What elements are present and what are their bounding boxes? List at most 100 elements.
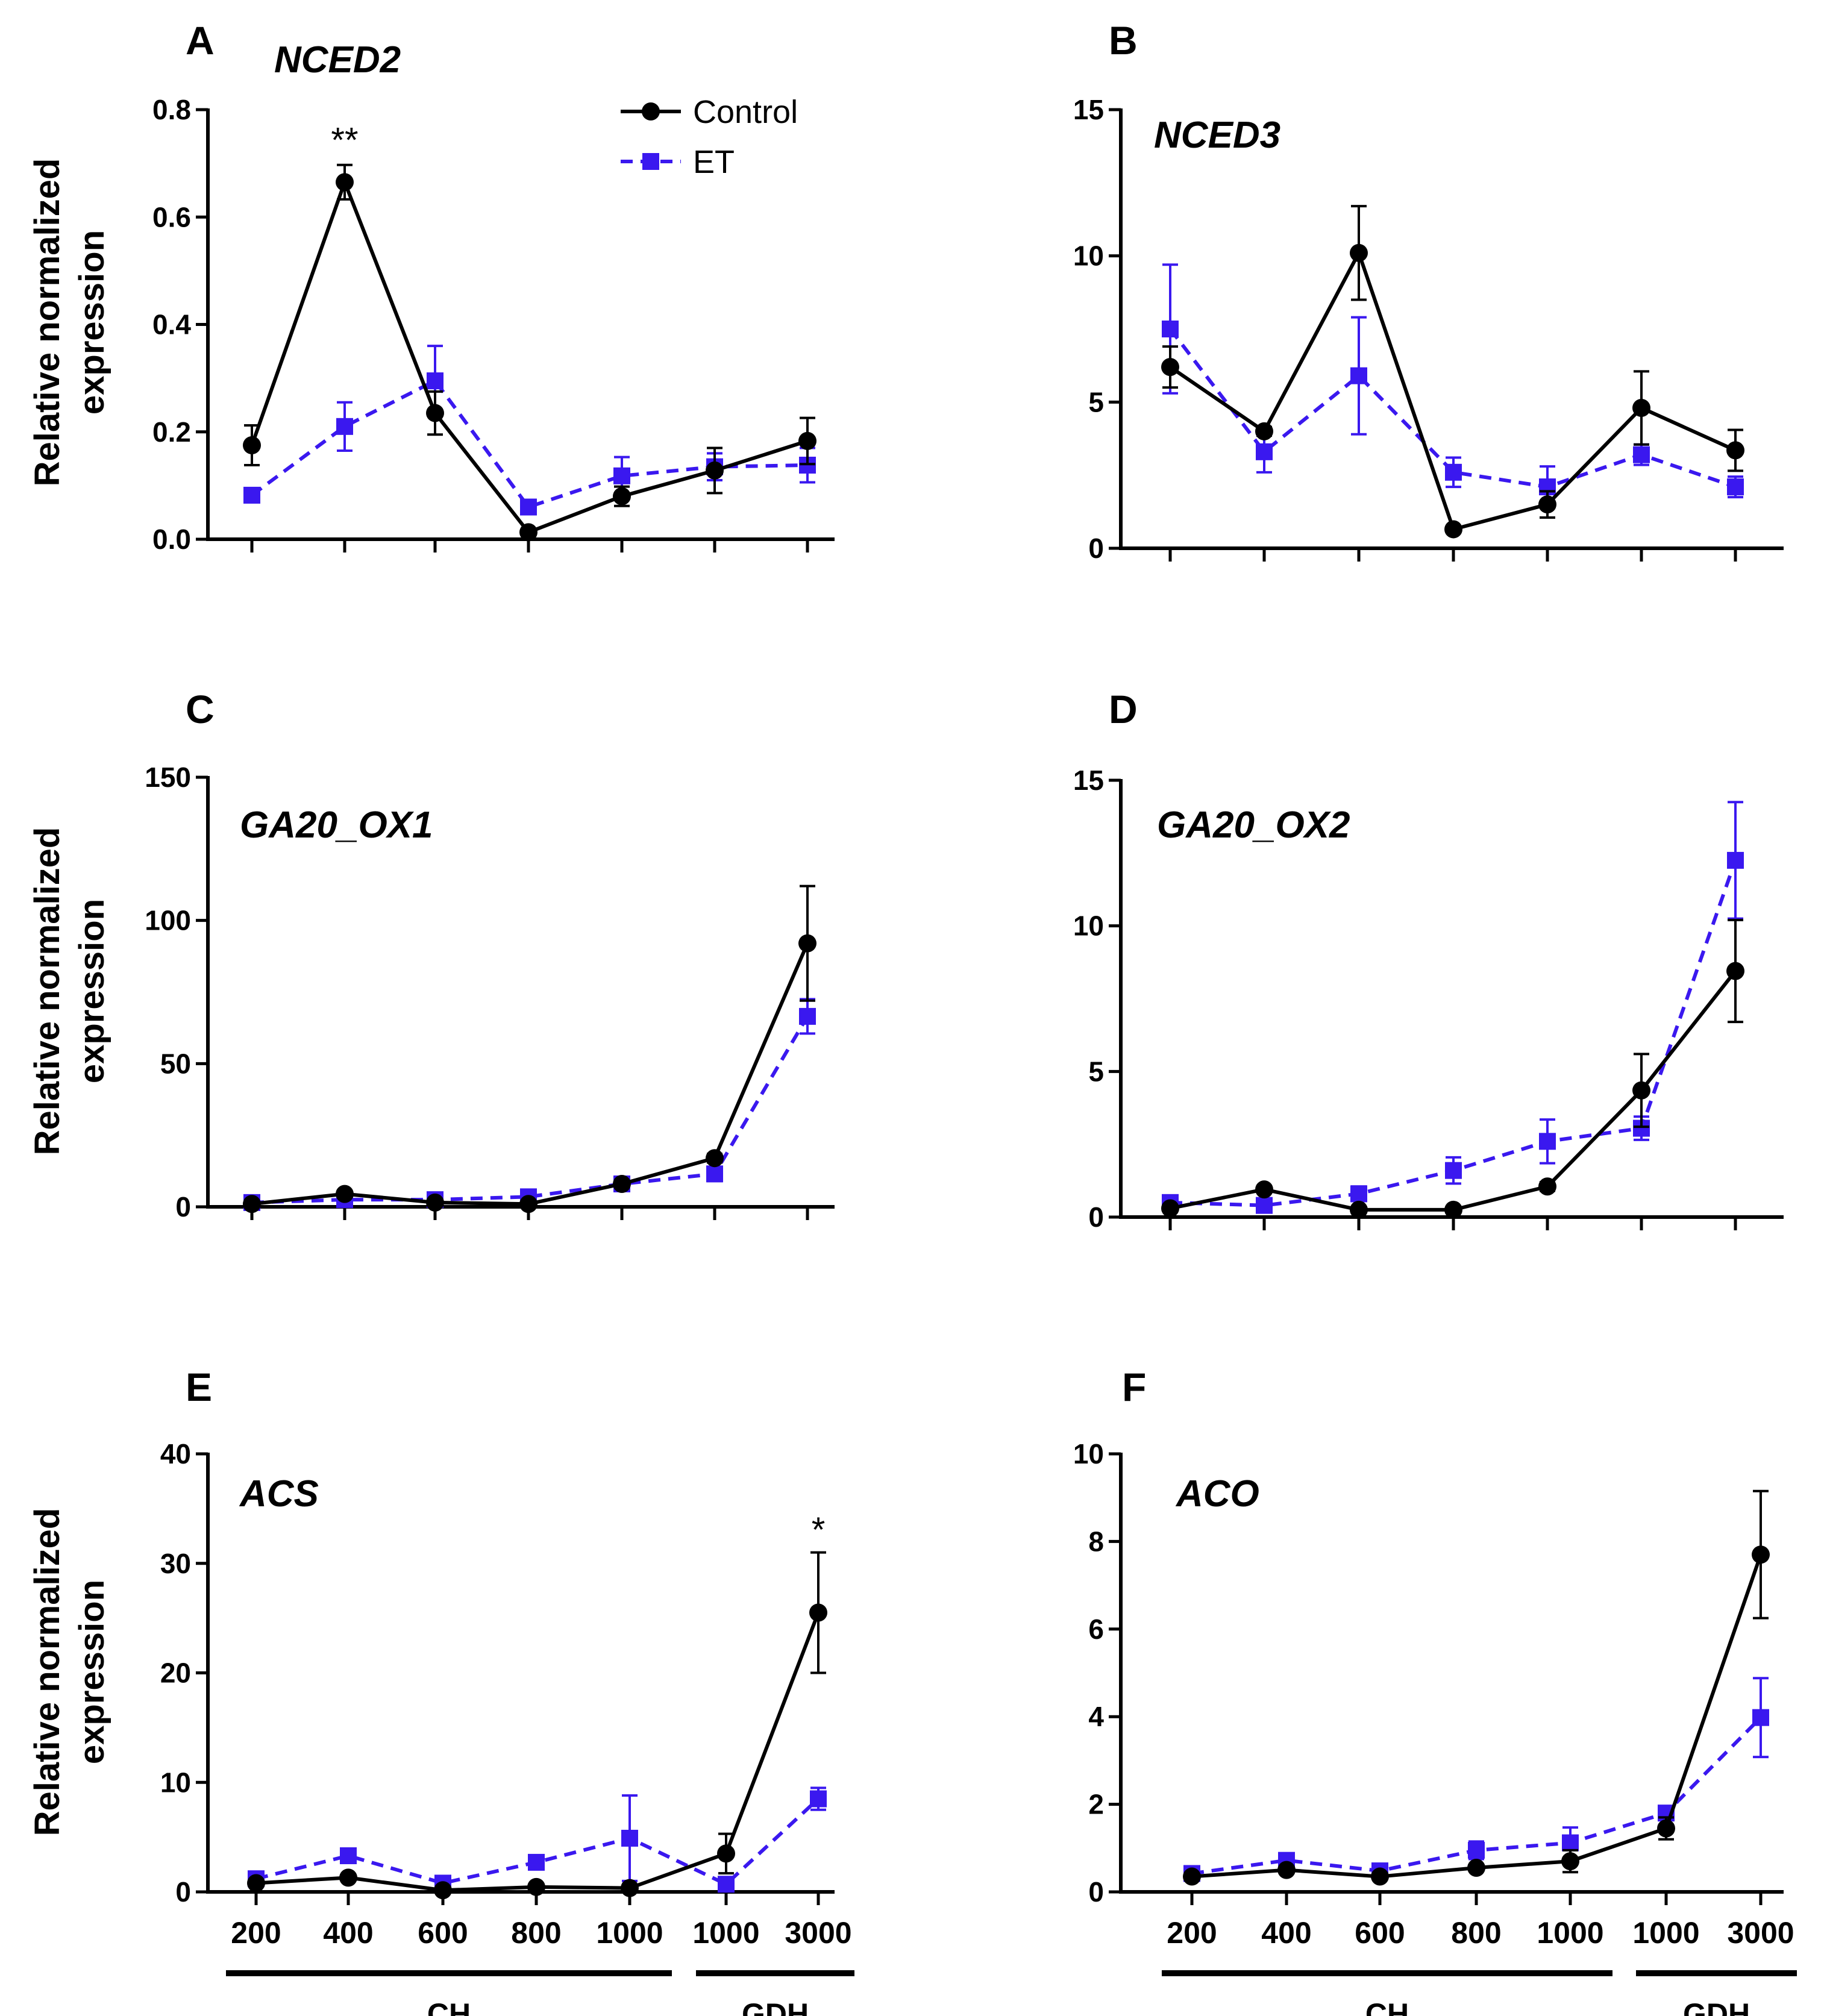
control-point-c <box>613 1174 631 1193</box>
control-point-a <box>243 436 261 455</box>
y-axis-label-c-line2: expression <box>72 899 111 1083</box>
group-label-gdh-f: GDH <box>1683 1997 1750 2016</box>
legend-control-label: Control <box>693 94 798 130</box>
chart-panel-d: D GA20_OX2 0 5 10 15 <box>1073 687 1784 1233</box>
legend: Control ET <box>621 94 798 180</box>
y-tick-label-e: 0 <box>175 1876 191 1908</box>
et-point-b <box>1633 446 1650 463</box>
et-point-a <box>520 498 537 516</box>
et-series-line-e <box>255 1797 820 1886</box>
control-point-b <box>1350 243 1368 262</box>
et-point-a <box>336 418 353 435</box>
x-tick-label-f: 200 <box>1167 1916 1217 1950</box>
group-label-ch-e: CH <box>427 1997 471 2016</box>
et-point-d <box>1727 851 1744 869</box>
x-tick-label-e: 200 <box>231 1916 281 1950</box>
panel-letter-d: D <box>1109 687 1138 731</box>
control-point-e <box>527 1877 545 1896</box>
et-point-e <box>528 1853 545 1871</box>
et-point-b <box>1445 463 1462 481</box>
control-point-e <box>339 1868 357 1887</box>
control-point-b <box>1538 495 1556 514</box>
panel-letter-e: E <box>186 1365 212 1409</box>
y-tick-label-e: 30 <box>160 1548 191 1579</box>
y-axis-label-c-line1: Relative normalized <box>28 827 67 1156</box>
et-point-a <box>243 486 260 504</box>
et-point-f <box>1562 1834 1579 1852</box>
control-point-d <box>1350 1200 1368 1219</box>
y-tick-label-f: 8 <box>1088 1526 1104 1557</box>
control-point-a <box>426 404 444 422</box>
y-tick-label-a: 0.4 <box>152 309 191 340</box>
control-point-a <box>613 487 631 506</box>
chart-panel-c: C GA20_OX1 Relative normalized expressio… <box>28 687 835 1222</box>
y-tick-label-a: 0.8 <box>152 94 191 125</box>
legend-et-label: ET <box>693 144 735 180</box>
gene-title-f: ACO <box>1175 1473 1259 1515</box>
chart-panel-f: F ACO 0 2 4 6 8 10 200 400 600 800 1000 1000 3000 CH G… <box>1073 1365 1797 2016</box>
control-point-f <box>1277 1861 1296 1879</box>
control-series-line-f <box>1191 1554 1763 1879</box>
y-tick-label-d: 5 <box>1088 1056 1104 1087</box>
control-point-d <box>1538 1177 1556 1196</box>
x-tick-label-f: 600 <box>1355 1916 1405 1950</box>
control-point-e <box>434 1881 452 1900</box>
control-point-b <box>1161 358 1179 377</box>
et-point-b <box>1256 443 1273 460</box>
et-series-line-d <box>1170 859 1737 1207</box>
gene-title-b: NCED3 <box>1154 114 1280 156</box>
et-point-e <box>810 1790 827 1808</box>
control-point-f <box>1467 1859 1485 1877</box>
et-point-b <box>1350 367 1367 384</box>
group-label-gdh-e: GDH <box>742 1997 809 2016</box>
control-point-c <box>426 1193 444 1212</box>
control-point-f <box>1752 1545 1770 1564</box>
y-tick-label-a: 0.6 <box>152 201 191 233</box>
x-tick-label-e: 3000 <box>785 1916 851 1950</box>
y-tick-label-d: 10 <box>1073 910 1104 942</box>
control-point-b <box>1632 399 1650 418</box>
y-axis-label-a-line2: expression <box>72 230 111 415</box>
y-tick-label-c: 100 <box>145 905 191 936</box>
y-tick-label-a: 0.0 <box>152 524 191 555</box>
et-point-e <box>621 1829 638 1847</box>
control-point-c <box>798 934 816 953</box>
control-point-b <box>1444 520 1462 539</box>
legend-et-square-icon <box>642 153 659 170</box>
y-axis-label-a-line1: Relative normalized <box>28 158 67 487</box>
et-point-b <box>1727 478 1744 496</box>
panel-letter-c: C <box>186 687 215 731</box>
et-point-d <box>1445 1162 1462 1179</box>
y-tick-label-b: 15 <box>1073 94 1104 125</box>
x-tick-label-f: 800 <box>1451 1916 1501 1950</box>
control-series-line-c <box>251 942 809 1206</box>
y-tick-label-d: 15 <box>1073 765 1104 796</box>
control-point-f <box>1371 1867 1389 1886</box>
y-tick-label-f: 4 <box>1088 1701 1104 1732</box>
x-tick-label-e: 400 <box>323 1916 373 1950</box>
panel-letter-a: A <box>186 18 215 63</box>
gene-title-d: GA20_OX2 <box>1157 804 1350 846</box>
y-tick-label-d: 0 <box>1088 1201 1104 1233</box>
x-tick-label-f: 1000 <box>1537 1916 1603 1950</box>
x-tick-label-f: 400 <box>1261 1916 1311 1950</box>
control-point-e <box>809 1603 827 1622</box>
significance-marker-e: * <box>812 1510 826 1550</box>
control-point-c <box>519 1195 537 1213</box>
x-tick-label-e: 1000 <box>692 1916 759 1950</box>
chart-panel-b: B NCED3 0 5 10 15 <box>1073 18 1784 564</box>
control-point-b <box>1726 441 1744 460</box>
control-point-c <box>336 1185 354 1203</box>
x-tick-label-f: 1000 <box>1632 1916 1699 1950</box>
gene-title-a: NCED2 <box>274 39 401 81</box>
gene-title-e: ACS <box>239 1473 319 1515</box>
control-point-d <box>1632 1081 1650 1100</box>
y-tick-label-f: 2 <box>1088 1789 1104 1820</box>
et-point-a <box>613 467 630 484</box>
et-series-line-a <box>251 379 808 509</box>
y-axis-label-e-line2: expression <box>72 1580 111 1764</box>
x-tick-label-e: 800 <box>511 1916 561 1950</box>
et-point-d <box>1539 1133 1556 1150</box>
chart-panel-e: E ACS Relative normalized expression 0 10… <box>28 1365 854 2016</box>
